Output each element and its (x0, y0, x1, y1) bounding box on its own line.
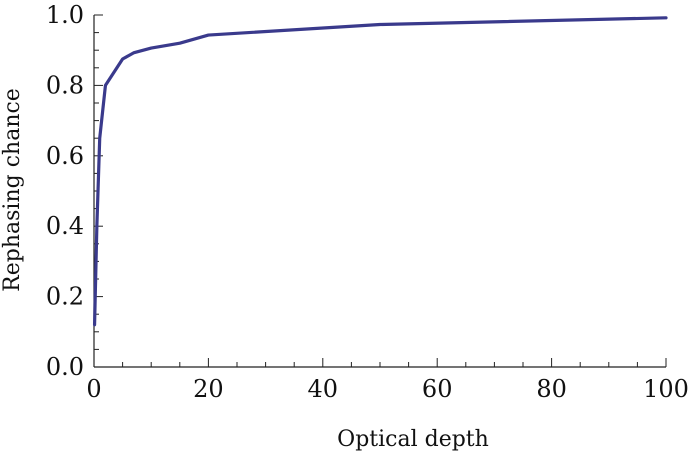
x-tick-label: 60 (422, 375, 453, 403)
y-tick-label: 0.6 (46, 142, 84, 170)
y-tick-label: 0.4 (46, 212, 84, 240)
series-group (92, 16, 668, 327)
x-tick-label: 40 (308, 375, 339, 403)
tick-labels: 0 20 40 60 80 100 0.0 0.2 0.4 0.6 0.8 1.0 (46, 1, 689, 403)
y-tick-label: 0.8 (46, 71, 84, 99)
y-tick-label: 1.0 (46, 1, 84, 29)
x-tick-label: 20 (193, 375, 224, 403)
x-tick-label: 80 (536, 375, 567, 403)
series-line (92, 16, 668, 327)
y-axis-label: Rephasing chance (0, 88, 25, 292)
x-tick-label: 0 (86, 375, 101, 403)
x-tick-label: 100 (643, 375, 689, 403)
y-tick-label: 0.0 (46, 353, 84, 381)
tick-marks (93, 14, 667, 368)
x-axis-label: Optical depth (337, 427, 489, 452)
axes-frame (93, 15, 666, 368)
y-tick-label: 0.2 (46, 283, 84, 311)
